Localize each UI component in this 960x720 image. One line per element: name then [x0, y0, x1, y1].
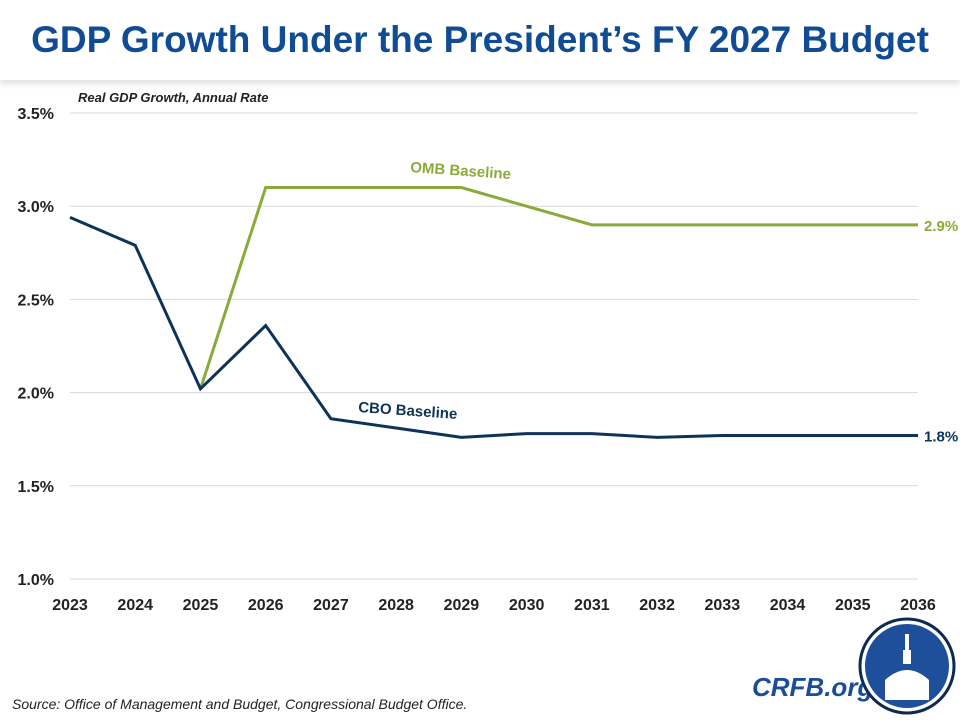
x-tick-label: 2033 [705, 597, 741, 614]
y-axis-title: Real GDP Growth, Annual Rate [78, 90, 269, 105]
x-tick-label: 2028 [378, 597, 414, 614]
omb-series-line [199, 186, 918, 390]
x-tick-label: 2030 [509, 597, 545, 614]
x-tick-label: 2034 [770, 597, 806, 614]
cbo-series-line [69, 216, 918, 439]
y-tick-label: 3.0% [18, 199, 54, 216]
x-tick-label: 2035 [835, 597, 871, 614]
end-value-label: 1.8% [924, 428, 958, 445]
y-tick-label: 2.5% [18, 292, 54, 309]
omb-series-label: OMB Baseline [410, 159, 512, 183]
brand-link[interactable]: CRFB.org [752, 672, 874, 702]
cbo-series-label: CBO Baseline [358, 399, 458, 423]
x-tick-label: 2026 [248, 597, 284, 614]
y-tick-label: 2.0% [18, 386, 54, 403]
x-tick-label: 2023 [52, 597, 88, 614]
x-tick-label: 2031 [574, 597, 610, 614]
chart-title: GDP Growth Under the President’s FY 2027… [0, 0, 960, 80]
y-tick-label: 1.5% [18, 479, 54, 496]
source-note: Source: Office of Management and Budget,… [12, 696, 468, 712]
x-tick-label: 2036 [900, 597, 936, 614]
end-value-label: 2.9% [924, 218, 958, 235]
x-tick-label: 2025 [183, 597, 219, 614]
x-tick-label: 2027 [313, 597, 349, 614]
x-tick-label: 2029 [444, 597, 480, 614]
x-tick-label: 2024 [117, 597, 153, 614]
x-tick-label: 2032 [639, 597, 675, 614]
y-tick-label: 1.0% [18, 572, 54, 589]
y-tick-label: 3.5% [18, 106, 54, 123]
